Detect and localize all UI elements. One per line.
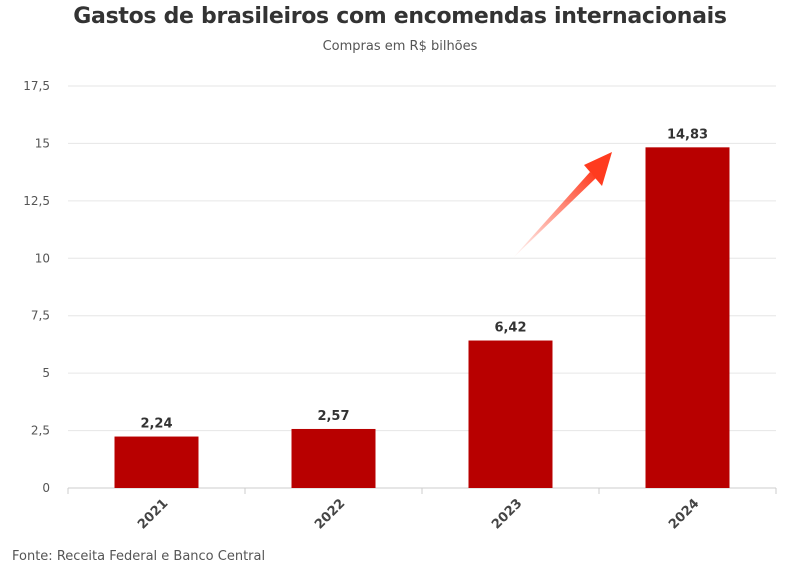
y-tick-label: 15 — [35, 136, 50, 150]
y-tick-label: 7,5 — [31, 309, 50, 323]
data-label: 2,57 — [317, 409, 349, 424]
y-tick-label: 0 — [42, 481, 50, 495]
arrow-shaft — [512, 172, 596, 259]
source-note: Fonte: Receita Federal e Banco Central — [12, 549, 266, 564]
bar — [645, 147, 730, 488]
data-label: 6,42 — [494, 321, 526, 336]
data-label: 14,83 — [667, 127, 708, 142]
bar — [114, 436, 199, 488]
chart-title: Gastos de brasileiros com encomendas int… — [73, 4, 727, 29]
data-label: 2,24 — [140, 417, 172, 432]
y-tick-label: 12,5 — [23, 194, 50, 208]
y-tick-label: 17,5 — [23, 79, 50, 93]
y-tick-label: 2,5 — [31, 424, 50, 438]
x-tick-label: 2022 — [312, 496, 348, 532]
x-tick-label: 2023 — [489, 496, 525, 532]
x-tick-label: 2024 — [666, 496, 702, 532]
chart-subtitle: Compras em R$ bilhões — [322, 39, 478, 54]
y-tick-label: 5 — [42, 366, 50, 380]
bar — [291, 428, 376, 488]
x-tick-label: 2021 — [135, 496, 171, 532]
bar — [468, 340, 553, 488]
y-tick-label: 10 — [35, 251, 50, 265]
arrow-head — [584, 152, 612, 186]
